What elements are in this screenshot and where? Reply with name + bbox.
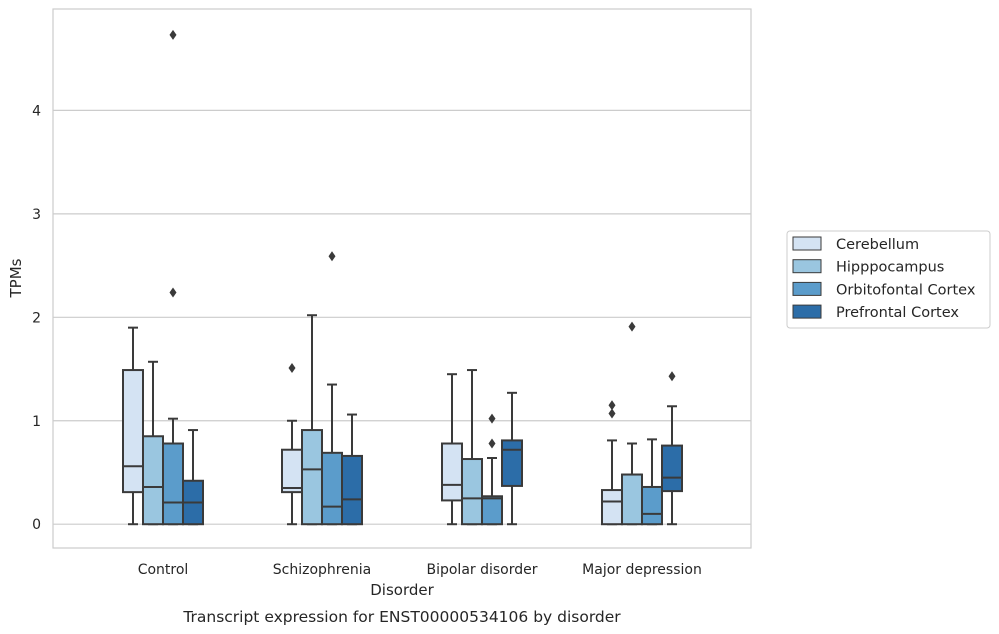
box-hipppocampus-control: [142, 360, 164, 526]
box-prefrontal-cortex-major-depression: [661, 371, 683, 526]
box-body: [341, 454, 363, 526]
x-tick-label-3: Bipolar disorder: [426, 562, 537, 578]
x-tick-labels: Control Schizophrenia Bipolar disorder Majo…: [138, 562, 702, 578]
y-tick-label-4: 4: [32, 103, 41, 119]
box-body: [501, 439, 523, 487]
box-groups: [122, 29, 683, 526]
box-hipppocampus-bipolar-disorder: [461, 369, 483, 526]
legend-item-hipppocampus: Hipppocampus: [792, 259, 944, 276]
box-body: [481, 495, 503, 526]
y-tick-label-3: 3: [32, 207, 41, 223]
x-tick-label-1: Control: [138, 562, 189, 578]
legend-swatch: [792, 281, 822, 296]
box-body: [641, 485, 663, 526]
y-tick-label-0: 0: [32, 517, 41, 533]
box-prefrontal-cortex-control: [182, 429, 204, 526]
box-body: [441, 442, 463, 502]
box-cerebellum-major-depression: [601, 400, 623, 526]
box-body: [461, 458, 483, 526]
box-body: [162, 442, 184, 526]
outlier-point-1: [608, 408, 616, 419]
box-hipppocampus-schizophrenia: [301, 314, 323, 526]
chart-caption: Transcript expression for ENST0000053410…: [182, 608, 621, 626]
outlier-point-1: [328, 251, 336, 262]
legend-label: Cerebellum: [836, 237, 919, 253]
outlier-point-2: [488, 413, 496, 424]
plot-area-frame: [52, 8, 752, 549]
box-body: [621, 473, 643, 526]
outlier-point-2: [608, 400, 616, 411]
outlier-point-2: [169, 29, 177, 40]
outlier-point-1: [488, 438, 496, 449]
y-tick-label-1: 1: [32, 414, 41, 430]
legend-swatch: [792, 259, 822, 274]
box-orbitofontal-cortex-major-depression: [641, 438, 663, 526]
box-cerebellum-bipolar-disorder: [441, 373, 463, 526]
legend-frame: [786, 230, 991, 329]
box-body: [321, 451, 343, 526]
legend-label: Orbitofontal Cortex: [836, 282, 976, 298]
outlier-point-1: [169, 287, 177, 298]
box-orbitofontal-cortex-control: [162, 29, 184, 526]
legend-swatch: [792, 304, 822, 319]
legend-item-prefrontal-cortex: Prefrontal Cortex: [792, 304, 959, 321]
outlier-point-1: [628, 321, 636, 332]
box-body: [601, 489, 623, 526]
box-body: [122, 369, 144, 494]
legend-label: Hipppocampus: [836, 260, 944, 276]
box-body: [281, 448, 303, 494]
box-cerebellum-control: [122, 326, 144, 526]
x-axis-label: Disorder: [370, 581, 434, 599]
box-cerebellum-schizophrenia: [281, 362, 303, 526]
y-tick-label-2: 2: [32, 310, 41, 326]
y-axis-label: TPMs: [7, 258, 25, 298]
box-body: [661, 444, 683, 493]
box-prefrontal-cortex-bipolar-disorder: [501, 391, 523, 526]
box-body: [301, 429, 323, 526]
box-prefrontal-cortex-schizophrenia: [341, 413, 363, 526]
legend-swatch: [792, 236, 822, 251]
legend-label: Prefrontal Cortex: [836, 305, 959, 321]
outlier-point-1: [668, 371, 676, 382]
box-orbitofontal-cortex-bipolar-disorder: [481, 413, 503, 526]
y-tick-labels: 0 1 2 3 4: [32, 103, 41, 533]
legend-item-orbitofontal-cortex: Orbitofontal Cortex: [792, 281, 976, 298]
box-orbitofontal-cortex-schizophrenia: [321, 251, 343, 526]
outlier-point-1: [288, 362, 296, 373]
legend-item-cerebellum: Cerebellum: [792, 236, 919, 253]
x-tick-label-4: Major depression: [582, 562, 702, 578]
legend: Cerebellum Hipppocampus Orbitofontal Corte…: [786, 230, 991, 329]
x-tick-label-2: Schizophrenia: [273, 562, 371, 578]
box-body: [142, 435, 164, 526]
